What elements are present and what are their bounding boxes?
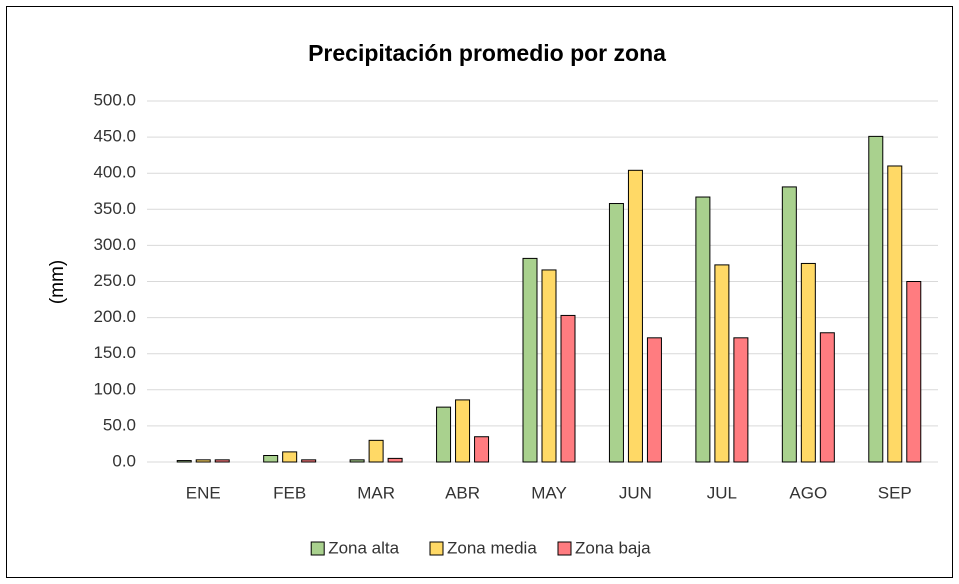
y-tick-label: 200.0 bbox=[93, 307, 136, 326]
legend-label: Zona media bbox=[447, 538, 537, 557]
bar bbox=[560, 314, 576, 463]
x-tick-label: MAR bbox=[357, 483, 395, 502]
x-tick-label: MAY bbox=[531, 483, 567, 502]
x-tick-label: FEB bbox=[273, 483, 306, 502]
y-tick-label: 0.0 bbox=[112, 451, 136, 470]
bar bbox=[368, 439, 384, 463]
legend-label: Zona baja bbox=[575, 538, 651, 557]
bar bbox=[263, 455, 279, 463]
y-tick-label: 400.0 bbox=[93, 163, 136, 182]
bar bbox=[646, 337, 662, 463]
bar bbox=[781, 186, 797, 463]
bar bbox=[436, 406, 452, 463]
legend-swatch bbox=[429, 541, 444, 556]
chart-title: Precipitación promedio por zona bbox=[308, 40, 666, 66]
x-tick-label: ENE bbox=[186, 483, 221, 502]
bar bbox=[695, 196, 711, 463]
bar bbox=[301, 459, 317, 463]
x-tick-label: AGO bbox=[789, 483, 827, 502]
y-tick-label: 350.0 bbox=[93, 199, 136, 218]
bar bbox=[541, 269, 557, 463]
y-tick-label: 250.0 bbox=[93, 271, 136, 290]
bar bbox=[608, 203, 624, 463]
bar bbox=[282, 451, 298, 463]
legend-label: Zona alta bbox=[328, 538, 399, 557]
x-tick-label: ABR bbox=[445, 483, 480, 502]
bar bbox=[195, 459, 211, 463]
bar bbox=[455, 399, 471, 463]
bar bbox=[733, 337, 749, 463]
y-tick-label: 50.0 bbox=[103, 415, 136, 434]
bar bbox=[387, 457, 403, 463]
bar bbox=[800, 262, 816, 463]
y-tick-label: 500.0 bbox=[93, 90, 136, 109]
bar bbox=[176, 460, 192, 463]
bar bbox=[887, 165, 903, 463]
x-tick-label: JUN bbox=[619, 483, 652, 502]
x-tick-label: JUL bbox=[707, 483, 737, 502]
bar bbox=[522, 257, 538, 463]
y-axis-label: (mm) bbox=[47, 260, 68, 304]
bar bbox=[627, 169, 643, 463]
y-tick-label: 100.0 bbox=[93, 379, 136, 398]
bar bbox=[474, 436, 490, 463]
bar bbox=[906, 281, 922, 463]
x-tick-label: SEP bbox=[878, 483, 912, 502]
bar bbox=[214, 459, 230, 463]
bar bbox=[819, 332, 835, 463]
legend-swatch bbox=[557, 541, 572, 556]
bar bbox=[349, 459, 365, 463]
bar bbox=[714, 264, 730, 463]
bar bbox=[868, 135, 884, 463]
y-tick-label: 300.0 bbox=[93, 235, 136, 254]
y-tick-label: 150.0 bbox=[93, 343, 136, 362]
y-tick-label: 450.0 bbox=[93, 127, 136, 146]
legend-swatch bbox=[310, 541, 325, 556]
